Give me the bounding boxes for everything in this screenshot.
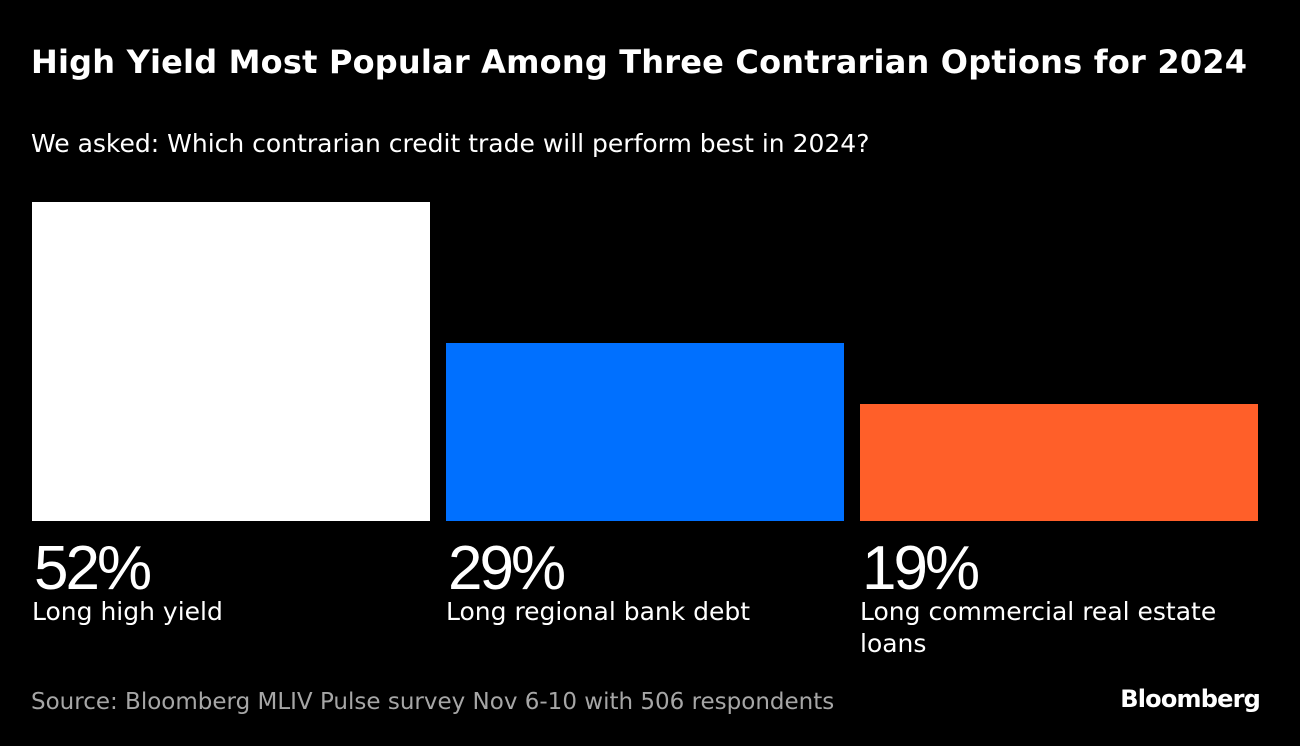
chart-subtitle: We asked: Which contrarian credit trade … xyxy=(31,129,870,158)
bar-value-label: 29% xyxy=(448,534,566,603)
bloomberg-logo: Bloomberg xyxy=(1120,685,1261,713)
bar-3 xyxy=(860,404,1258,521)
category-label: Long high yield xyxy=(32,597,223,626)
bar-value-label: 19% xyxy=(862,534,980,603)
source-note: Source: Bloomberg MLIV Pulse survey Nov … xyxy=(31,689,835,715)
chart-title: High Yield Most Popular Among Three Cont… xyxy=(31,43,1248,81)
category-label: Long commercial real estate loans xyxy=(860,597,1217,658)
category-label: Long regional bank debt xyxy=(446,597,751,626)
bar-1 xyxy=(32,202,430,521)
bar-2 xyxy=(446,343,844,521)
bar-value-label: 52% xyxy=(34,534,152,603)
